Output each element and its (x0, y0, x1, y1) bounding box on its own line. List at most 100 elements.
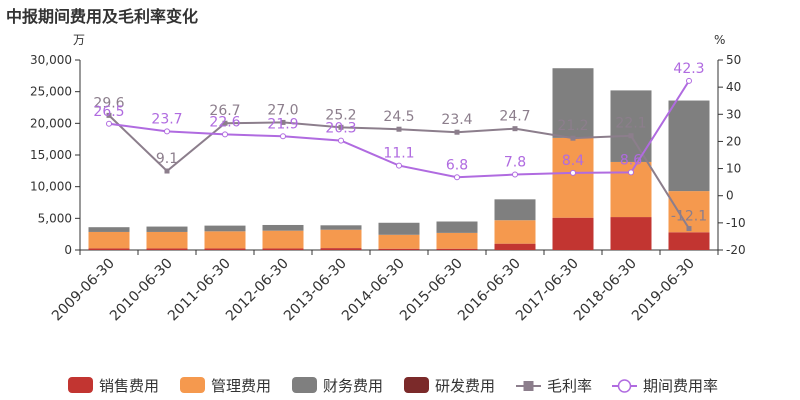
bar-销售费用 (320, 248, 362, 250)
bar-管理费用 (146, 231, 188, 249)
data-label-期间费用率: 21.9 (267, 116, 298, 132)
y-right-tick-label: 20 (726, 134, 741, 148)
point-期间费用率 (222, 131, 228, 138)
point-期间费用率 (512, 171, 518, 178)
bar-财务费用 (320, 225, 362, 230)
bar-管理费用 (668, 191, 710, 233)
point-期间费用率 (164, 128, 170, 135)
y-left-tick-label: 15,000 (30, 148, 72, 162)
data-label-毛利率: -12.1 (671, 209, 707, 225)
point-期间费用率 (280, 133, 286, 140)
chart-title: 中报期间费用及毛利率变化 (6, 7, 199, 26)
bar-财务费用 (494, 199, 536, 221)
point-期间费用率 (454, 174, 460, 181)
legend-label-财务费用: 财务费用 (323, 377, 383, 395)
legend-label-管理费用: 管理费用 (211, 377, 271, 395)
legend-marker-期间费用率 (617, 379, 632, 393)
point-毛利率 (222, 120, 228, 126)
bar-财务费用 (146, 226, 188, 232)
data-label-毛利率: 24.5 (383, 109, 414, 125)
y-right-tick-label: 0 (726, 189, 734, 203)
legend-label-销售费用: 销售费用 (99, 377, 159, 395)
bar-财务费用 (378, 222, 420, 235)
bar-销售费用 (610, 217, 652, 250)
legend-swatch-财务费用 (292, 377, 317, 393)
legend-label-毛利率: 毛利率 (547, 377, 592, 395)
data-label-毛利率: 25.2 (325, 107, 356, 123)
bar-财务费用 (204, 225, 246, 232)
point-期间费用率 (396, 162, 402, 169)
line-series (106, 77, 692, 232)
bar-销售费用 (204, 248, 246, 250)
y-right-tick-label: 50 (726, 53, 741, 67)
legend-swatch-研发费用 (404, 377, 429, 393)
legend-label-期间费用率: 期间费用率 (643, 377, 718, 395)
y-left-tick-label: 5,000 (38, 211, 72, 225)
data-label-期间费用率: 22.6 (209, 114, 240, 130)
bar-销售费用 (436, 248, 478, 250)
bar-财务费用 (668, 100, 710, 192)
data-label-毛利率: 22.1 (615, 116, 646, 132)
legend: 销售费用 管理费用 财务费用 研发费用 毛利率 期间费用率 (68, 377, 718, 395)
point-毛利率 (686, 226, 692, 232)
bar-财务费用 (552, 68, 594, 138)
data-label-期间费用率: 20.3 (325, 121, 356, 137)
y-right-tick-label: -20 (726, 243, 746, 257)
bar-销售费用 (378, 248, 420, 250)
y-right-tick-label: 10 (726, 162, 741, 176)
bar-销售费用 (88, 248, 130, 250)
bar-销售费用 (262, 248, 304, 250)
data-label-毛利率: 21.2 (557, 118, 588, 134)
y-left-unit: 万 (73, 33, 85, 47)
point-毛利率 (628, 133, 634, 139)
data-label-毛利率: 23.4 (441, 112, 472, 128)
y-right-tick-label: 30 (726, 107, 741, 121)
bar-管理费用 (262, 230, 304, 249)
legend-marker-毛利率 (523, 381, 534, 391)
legend-label-研发费用: 研发费用 (435, 377, 495, 395)
data-label-毛利率: 24.7 (499, 109, 530, 125)
point-期间费用率 (570, 169, 576, 176)
y-right-unit: % (714, 33, 725, 47)
bar-管理费用 (88, 231, 130, 249)
data-label-期间费用率: 42.3 (673, 61, 704, 77)
point-毛利率 (280, 119, 286, 125)
bar-财务费用 (262, 224, 304, 231)
bar-管理费用 (552, 137, 594, 218)
point-毛利率 (454, 129, 460, 135)
y-right-tick-label: -10 (726, 216, 746, 230)
point-毛利率 (396, 126, 402, 132)
bar-管理费用 (320, 229, 362, 249)
bar-销售费用 (668, 232, 710, 250)
point-毛利率 (164, 168, 170, 174)
y-left-tick-label: 0 (64, 243, 72, 257)
y-left-tick-label: 20,000 (30, 116, 72, 130)
point-毛利率 (338, 124, 344, 130)
data-label-期间费用率: 26.5 (93, 104, 124, 120)
bar-销售费用 (552, 217, 594, 250)
data-label-期间费用率: 8.4 (562, 153, 584, 169)
data-label-期间费用率: 23.7 (151, 111, 182, 127)
data-label-毛利率: 29.6 (93, 95, 124, 111)
legend-swatch-管理费用 (180, 377, 205, 393)
point-毛利率 (106, 112, 112, 118)
x-tick-label: 2019-06-30 (629, 256, 698, 325)
y-left-tick-label: 10,000 (30, 180, 72, 194)
data-label-期间费用率: 8.6 (620, 152, 642, 168)
y-right-tick-label: 40 (726, 80, 741, 94)
bar-管理费用 (204, 231, 246, 249)
point-期间费用率 (338, 137, 344, 144)
bar-管理费用 (494, 220, 536, 244)
data-label-毛利率: 26.7 (209, 103, 240, 119)
data-label-期间费用率: 7.8 (504, 155, 526, 171)
bar-series (88, 68, 710, 250)
data-label-毛利率: 9.1 (156, 151, 178, 167)
point-期间费用率 (628, 169, 634, 176)
y-left-tick-label: 30,000 (30, 53, 72, 67)
point-期间费用率 (686, 77, 692, 84)
data-label-期间费用率: 11.1 (383, 146, 414, 162)
bar-销售费用 (146, 248, 188, 250)
bar-销售费用 (494, 243, 536, 250)
bar-管理费用 (378, 234, 420, 249)
